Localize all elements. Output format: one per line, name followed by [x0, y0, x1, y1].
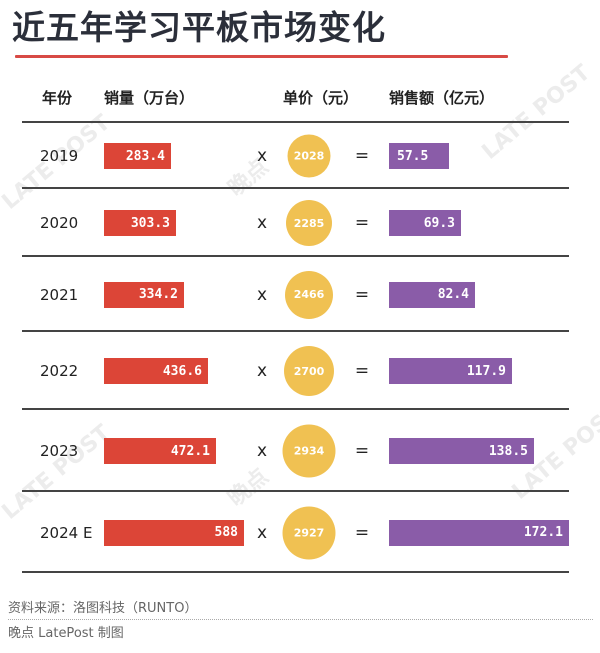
header-price: 单价（元）: [283, 89, 359, 107]
year-label: 2023: [40, 442, 79, 460]
watermark: LATE POST: [477, 60, 596, 165]
year-label: 2020: [40, 214, 79, 232]
price-circle: 2927: [282, 506, 336, 559]
multiply-sign: x: [256, 361, 268, 381]
revenue-bar: 82.4: [389, 281, 475, 308]
row-divider: [22, 187, 569, 189]
header-volume: 销量（万台）: [104, 89, 195, 107]
credit-note: 晚点 LatePost 制图: [8, 626, 124, 641]
volume-bar: 303.3: [104, 210, 176, 236]
price-circle: 2700: [284, 346, 334, 396]
multiply-sign: x: [256, 441, 268, 461]
row-divider: [22, 330, 569, 332]
revenue-bar: 117.9: [389, 358, 512, 384]
title-underline: [15, 55, 508, 58]
year-label: 2019: [40, 147, 79, 165]
equals-sign: =: [354, 361, 370, 381]
multiply-sign: x: [256, 146, 268, 166]
watermark: LATE POST: [0, 420, 116, 525]
row-divider: [22, 408, 569, 410]
footer-divider: [8, 619, 593, 620]
year-label: 2022: [40, 362, 79, 380]
row-divider: [22, 571, 569, 573]
multiply-sign: x: [256, 284, 268, 305]
equals-sign: =: [354, 213, 370, 233]
year-label: 2021: [40, 285, 79, 304]
revenue-bar: 69.3: [389, 210, 461, 236]
price-circle: 2934: [282, 424, 336, 478]
price-circle: 2028: [287, 134, 331, 178]
equals-sign: =: [354, 146, 370, 166]
multiply-sign: x: [256, 522, 268, 543]
header-revenue: 销售额（亿元）: [389, 89, 495, 107]
price-circle: 2466: [285, 270, 333, 319]
volume-bar: 283.4: [104, 143, 171, 169]
volume-bar: 436.6: [104, 358, 208, 384]
equals-sign: =: [354, 284, 370, 305]
source-note: 资料来源：洛图科技（RUNTO）: [8, 601, 198, 616]
revenue-bar: 172.1: [389, 519, 569, 546]
revenue-bar: 57.5: [389, 143, 449, 169]
year-label: 2024 E: [40, 523, 93, 542]
watermark: 晚点: [223, 464, 274, 512]
volume-bar: 588: [104, 519, 244, 546]
row-divider: [22, 255, 569, 257]
row-divider: [22, 121, 569, 123]
chart-title: 近五年学习平板市场变化: [12, 8, 386, 47]
equals-sign: =: [354, 522, 370, 543]
header-year: 年份: [42, 89, 73, 107]
equals-sign: =: [354, 441, 370, 461]
revenue-bar: 138.5: [389, 438, 534, 464]
row-divider: [22, 490, 569, 492]
multiply-sign: x: [256, 213, 268, 233]
volume-bar: 472.1: [104, 438, 216, 464]
volume-bar: 334.2: [104, 281, 184, 308]
price-circle: 2285: [286, 200, 332, 246]
